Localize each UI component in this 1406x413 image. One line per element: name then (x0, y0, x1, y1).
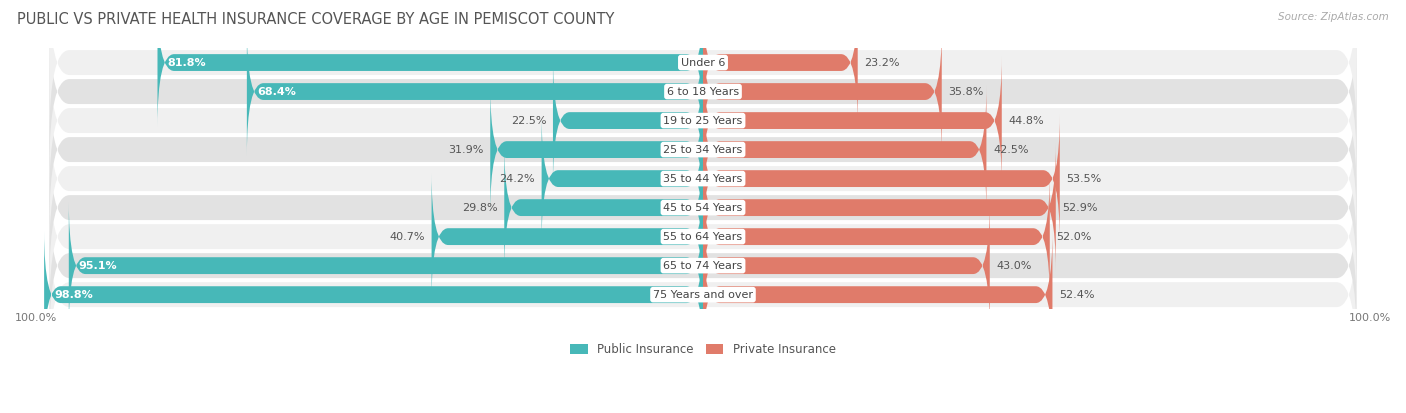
Text: 25 to 34 Years: 25 to 34 Years (664, 145, 742, 154)
Text: 95.1%: 95.1% (79, 261, 118, 271)
Text: Under 6: Under 6 (681, 57, 725, 68)
FancyBboxPatch shape (703, 85, 987, 214)
FancyBboxPatch shape (49, 104, 1357, 253)
FancyBboxPatch shape (703, 27, 942, 156)
FancyBboxPatch shape (49, 0, 1357, 137)
FancyBboxPatch shape (247, 27, 703, 156)
FancyBboxPatch shape (157, 0, 703, 127)
Text: 44.8%: 44.8% (1008, 116, 1045, 126)
FancyBboxPatch shape (703, 0, 858, 127)
Text: 19 to 25 Years: 19 to 25 Years (664, 116, 742, 126)
FancyBboxPatch shape (703, 230, 1053, 359)
FancyBboxPatch shape (491, 85, 703, 214)
FancyBboxPatch shape (49, 75, 1357, 224)
Text: 40.7%: 40.7% (389, 232, 425, 242)
FancyBboxPatch shape (49, 220, 1357, 369)
Text: 35.8%: 35.8% (949, 87, 984, 97)
Text: 6 to 18 Years: 6 to 18 Years (666, 87, 740, 97)
FancyBboxPatch shape (432, 173, 703, 301)
FancyBboxPatch shape (703, 57, 1001, 185)
Text: 43.0%: 43.0% (997, 261, 1032, 271)
Text: PUBLIC VS PRIVATE HEALTH INSURANCE COVERAGE BY AGE IN PEMISCOT COUNTY: PUBLIC VS PRIVATE HEALTH INSURANCE COVER… (17, 12, 614, 27)
Text: 45 to 54 Years: 45 to 54 Years (664, 203, 742, 213)
Text: 22.5%: 22.5% (510, 116, 547, 126)
FancyBboxPatch shape (703, 114, 1060, 243)
FancyBboxPatch shape (69, 202, 703, 330)
Text: 24.2%: 24.2% (499, 173, 534, 184)
Text: 98.8%: 98.8% (53, 290, 93, 300)
Text: 53.5%: 53.5% (1066, 173, 1102, 184)
Text: 29.8%: 29.8% (463, 203, 498, 213)
FancyBboxPatch shape (703, 173, 1050, 301)
Text: 42.5%: 42.5% (993, 145, 1029, 154)
FancyBboxPatch shape (49, 133, 1357, 282)
FancyBboxPatch shape (49, 162, 1357, 311)
FancyBboxPatch shape (505, 143, 703, 272)
Text: 35 to 44 Years: 35 to 44 Years (664, 173, 742, 184)
Text: 31.9%: 31.9% (449, 145, 484, 154)
Text: 68.4%: 68.4% (257, 87, 295, 97)
FancyBboxPatch shape (703, 202, 990, 330)
Text: 52.4%: 52.4% (1059, 290, 1095, 300)
Text: 81.8%: 81.8% (167, 57, 207, 68)
FancyBboxPatch shape (553, 57, 703, 185)
FancyBboxPatch shape (541, 114, 703, 243)
Text: Source: ZipAtlas.com: Source: ZipAtlas.com (1278, 12, 1389, 22)
Text: 55 to 64 Years: 55 to 64 Years (664, 232, 742, 242)
FancyBboxPatch shape (44, 230, 703, 359)
Text: 52.9%: 52.9% (1063, 203, 1098, 213)
Text: 23.2%: 23.2% (865, 57, 900, 68)
FancyBboxPatch shape (49, 191, 1357, 340)
FancyBboxPatch shape (703, 143, 1056, 272)
FancyBboxPatch shape (49, 46, 1357, 195)
Text: 75 Years and over: 75 Years and over (652, 290, 754, 300)
Legend: Public Insurance, Private Insurance: Public Insurance, Private Insurance (565, 338, 841, 361)
Text: 52.0%: 52.0% (1056, 232, 1092, 242)
FancyBboxPatch shape (49, 17, 1357, 166)
Text: 65 to 74 Years: 65 to 74 Years (664, 261, 742, 271)
